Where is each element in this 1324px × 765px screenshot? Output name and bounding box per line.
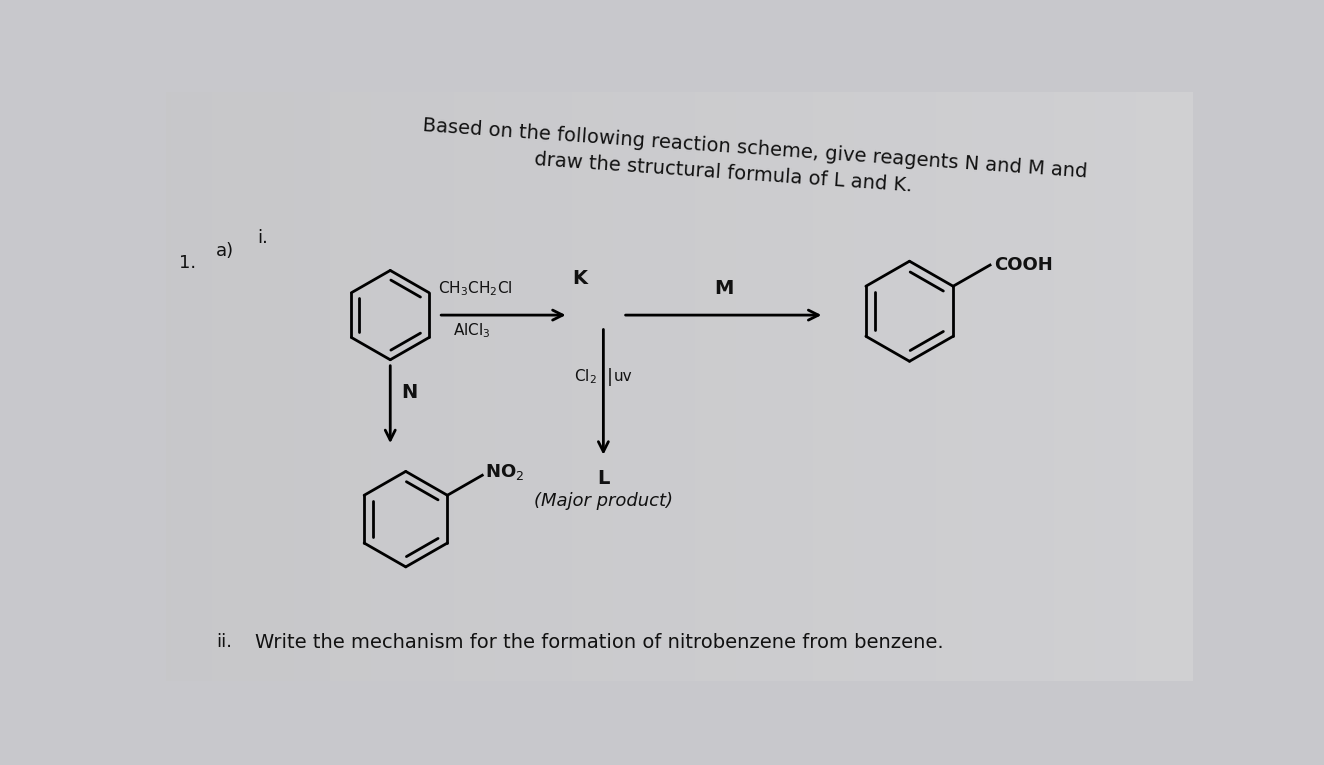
Text: uv: uv: [614, 369, 633, 384]
Text: M: M: [714, 279, 733, 298]
Text: draw the structural formula of L and K.: draw the structural formula of L and K.: [534, 149, 914, 195]
Text: ii.: ii.: [216, 633, 232, 651]
Text: 1.: 1.: [180, 253, 196, 272]
Text: K: K: [572, 269, 588, 288]
Text: CH$_3$CH$_2$Cl: CH$_3$CH$_2$Cl: [438, 279, 512, 298]
Text: |: |: [606, 368, 613, 386]
Text: i.: i.: [257, 229, 267, 247]
Text: a): a): [216, 242, 234, 260]
Text: AlCl$_3$: AlCl$_3$: [453, 321, 490, 340]
Text: COOH: COOH: [994, 256, 1053, 274]
Text: Cl$_2$: Cl$_2$: [575, 367, 597, 386]
Text: Based on the following reaction scheme, give reagents N and M and: Based on the following reaction scheme, …: [421, 116, 1087, 182]
Text: L: L: [597, 469, 609, 488]
Text: (Major product): (Major product): [534, 492, 673, 510]
Text: N: N: [401, 382, 417, 402]
Text: Write the mechanism for the formation of nitrobenzene from benzene.: Write the mechanism for the formation of…: [254, 633, 943, 652]
Text: NO$_2$: NO$_2$: [486, 462, 524, 482]
